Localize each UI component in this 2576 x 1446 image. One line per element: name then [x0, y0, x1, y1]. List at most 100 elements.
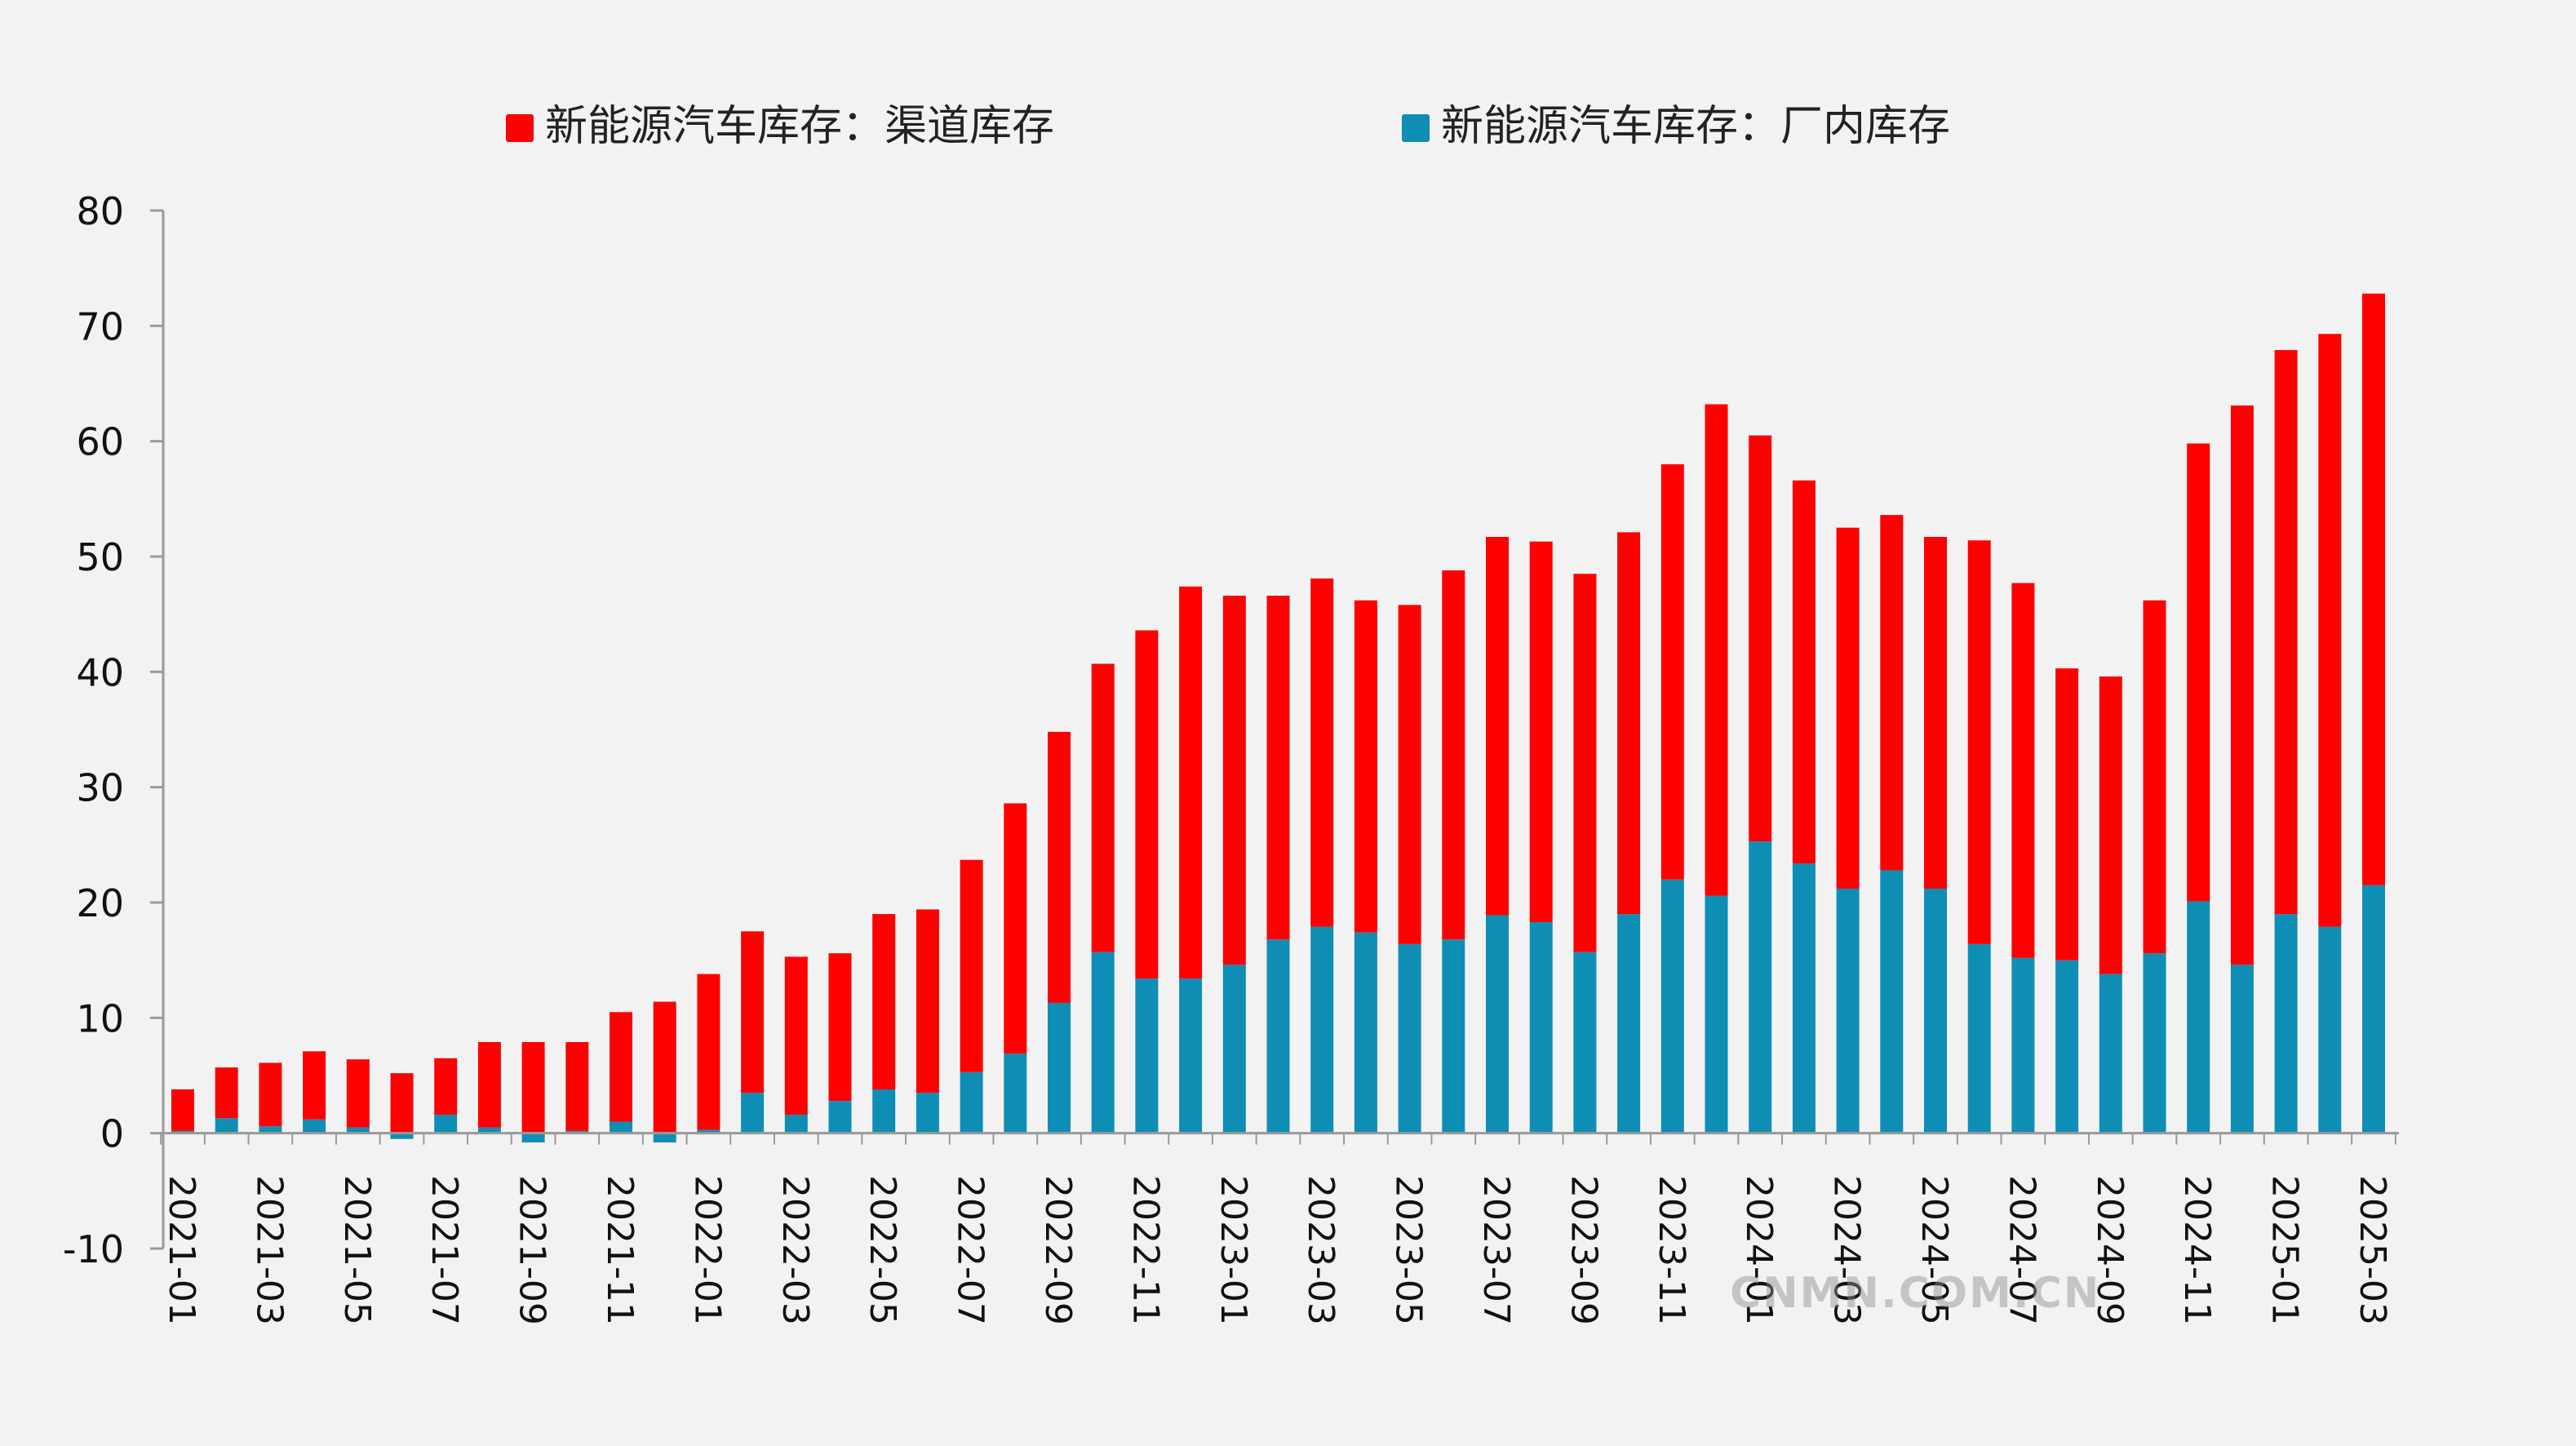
x-tick-label: 2024-03 [1826, 1175, 1868, 1325]
x-tick-label: 2021-05 [336, 1175, 378, 1325]
legend-swatch [506, 114, 534, 142]
bar-segment-channel [1310, 578, 1334, 927]
bar-segment-factory [521, 1133, 545, 1142]
bar-segment-factory [215, 1118, 238, 1133]
bar-segment-channel [1048, 731, 1071, 1003]
bar-segment-channel [741, 931, 765, 1093]
y-tick-label: 20 [76, 881, 124, 925]
bar-segment-channel [1091, 663, 1115, 952]
bar-segment-channel [784, 956, 808, 1116]
bar-segment-channel [2187, 443, 2210, 902]
bar-segment-factory [259, 1126, 282, 1133]
y-tick-label: 60 [76, 420, 124, 464]
x-tick-label: 2024-09 [2089, 1175, 2130, 1325]
bar-segment-factory [2055, 960, 2079, 1133]
bar-segment-factory [1924, 889, 1947, 1133]
bar-segment-factory [828, 1101, 852, 1133]
y-tick-label: 0 [100, 1112, 124, 1156]
legend-swatch [1402, 114, 1430, 142]
bar-segment-channel [390, 1073, 414, 1133]
x-tick-label: 2022-01 [686, 1175, 728, 1325]
bar-segment-factory [1967, 943, 1991, 1133]
bar-segment-factory [1048, 1002, 1071, 1133]
bar-segment-channel [1529, 541, 1553, 923]
y-tick-label: 10 [76, 996, 124, 1040]
bar-segment-channel [259, 1062, 282, 1127]
bar-segment-factory [1179, 978, 1203, 1133]
bar-segment-channel [303, 1051, 326, 1120]
x-tick-label: 2021-01 [161, 1175, 202, 1325]
bar-segment-factory [346, 1127, 370, 1133]
bar-segment-factory [1310, 926, 1334, 1133]
bar-segment-channel [2143, 600, 2166, 954]
legend: 新能源汽车库存：渠道库存 新能源汽车库存：厂内库存 [506, 102, 1950, 151]
bar-segment-channel [1266, 596, 1290, 940]
x-tick-label: 2023-09 [1563, 1175, 1604, 1325]
bar-segment-factory [477, 1127, 501, 1133]
bar-segment-channel [2099, 676, 2122, 974]
bar-segment-channel [171, 1089, 194, 1131]
y-tick-label: 70 [76, 304, 124, 348]
x-tick-label: 2025-03 [2352, 1175, 2393, 1325]
bar-segment-channel [521, 1042, 545, 1133]
x-tick-label: 2024-05 [1913, 1175, 1955, 1325]
bar-segment-channel [1354, 600, 1377, 933]
y-tick-label: 50 [76, 535, 124, 579]
bar-segment-factory [697, 1129, 720, 1133]
bar-segment-channel [1660, 464, 1684, 880]
bar-segment-factory [390, 1133, 414, 1139]
bar-segment-factory [1705, 895, 1728, 1133]
bar-segment-factory [741, 1093, 765, 1133]
legend-label: 新能源汽车库存：渠道库存 [545, 102, 1054, 151]
bar-segment-factory [2187, 901, 2210, 1133]
bar-segment-channel [1179, 586, 1203, 979]
bar-segment-channel [610, 1012, 632, 1122]
x-tick-label: 2023-03 [1300, 1175, 1341, 1325]
bar-segment-channel [1792, 480, 1816, 863]
bar-segment-factory [2011, 957, 2035, 1133]
bar-segment-channel [1836, 527, 1860, 889]
bar-segment-factory [1091, 951, 1115, 1133]
bar-segment-channel [1573, 574, 1597, 952]
bar-segment-factory [1880, 870, 1904, 1133]
bar-segment-channel [653, 1001, 676, 1133]
bar-segment-channel [2055, 668, 2079, 960]
bar-segment-factory [2362, 885, 2385, 1133]
x-tick-label: 2024-11 [2176, 1175, 2218, 1325]
bar-segment-channel [1004, 803, 1027, 1054]
bar-segment-channel [1442, 570, 1465, 940]
bar-segment-channel [2011, 583, 2035, 958]
bar-segment-channel [1617, 532, 1641, 915]
y-axis: 80 70 60 50 40 30 20 10 0 -10 [63, 189, 165, 1271]
bar-segment-factory [610, 1121, 632, 1133]
bar-segment-channel [565, 1042, 589, 1131]
bar-segment-factory [2143, 953, 2166, 1133]
bar-segment-factory [2274, 914, 2298, 1133]
y-tick-label: 30 [76, 766, 124, 810]
bar-segment-channel [828, 953, 852, 1102]
x-axis: 2021-01 2021-03 2021-05 2021-07 2021-09 2021-… [160, 1132, 2399, 1325]
bar-segment-channel [960, 859, 983, 1072]
bar-segment-channel [916, 909, 939, 1093]
bar-segment-channel [1924, 536, 1947, 889]
bar-segment-channel [477, 1042, 501, 1128]
x-tick-label: 2021-03 [248, 1175, 290, 1325]
bar-segment-factory [1660, 879, 1684, 1133]
bars [171, 293, 2385, 1142]
x-tick-label: 2023-05 [1388, 1175, 1430, 1325]
x-tick-label: 2023-01 [1213, 1175, 1254, 1325]
y-tick-label: -10 [63, 1227, 124, 1271]
bar-segment-factory [1617, 914, 1641, 1133]
bar-segment-channel [2274, 350, 2298, 915]
bar-segment-factory [1573, 951, 1597, 1133]
bar-segment-channel [2362, 293, 2385, 885]
bar-segment-factory [1836, 889, 1860, 1133]
bar-segment-channel [1135, 630, 1159, 979]
bar-segment-factory [1486, 915, 1509, 1133]
bar-segment-factory [784, 1115, 808, 1133]
bar-segment-channel [1880, 515, 1904, 871]
bar-segment-factory [1398, 943, 1421, 1133]
bar-segment-channel [346, 1059, 370, 1128]
bar-segment-channel [1705, 404, 1728, 896]
